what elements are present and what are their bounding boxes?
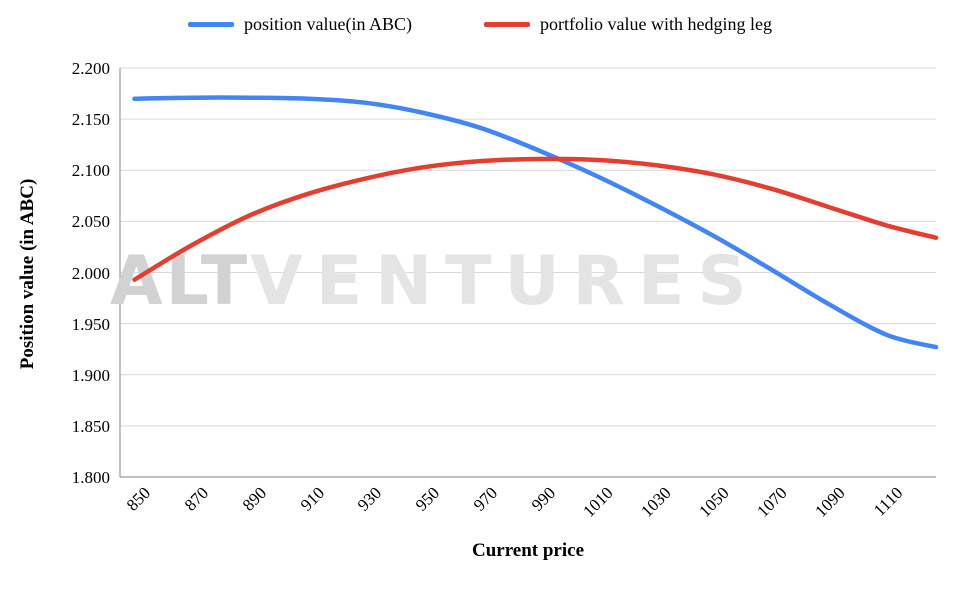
x-axis-title: Current price xyxy=(471,540,585,561)
legend-item-portfolio-value: portfolio value with hedging leg xyxy=(484,14,772,35)
watermark: ALTVENTURES xyxy=(110,248,759,316)
legend-swatch-blue-line xyxy=(188,22,235,27)
chart-legend: position value(in ABC) portfolio value w… xyxy=(0,14,960,35)
series-line-portfolio-value xyxy=(132,156,939,282)
legend-label-position-value: position value(in ABC) xyxy=(244,14,413,34)
legend-label-portfolio-value: portfolio value with hedging leg xyxy=(540,14,772,34)
legend-swatch-red-line xyxy=(484,22,531,27)
watermark-text-left: ALT xyxy=(110,242,251,321)
series-line-position-value xyxy=(132,95,939,350)
legend-item-position-value: position value(in ABC) xyxy=(188,14,412,35)
y-axis-title: Position value (in ABC) xyxy=(17,178,38,370)
watermark-text-right: VENTURES xyxy=(250,242,760,321)
